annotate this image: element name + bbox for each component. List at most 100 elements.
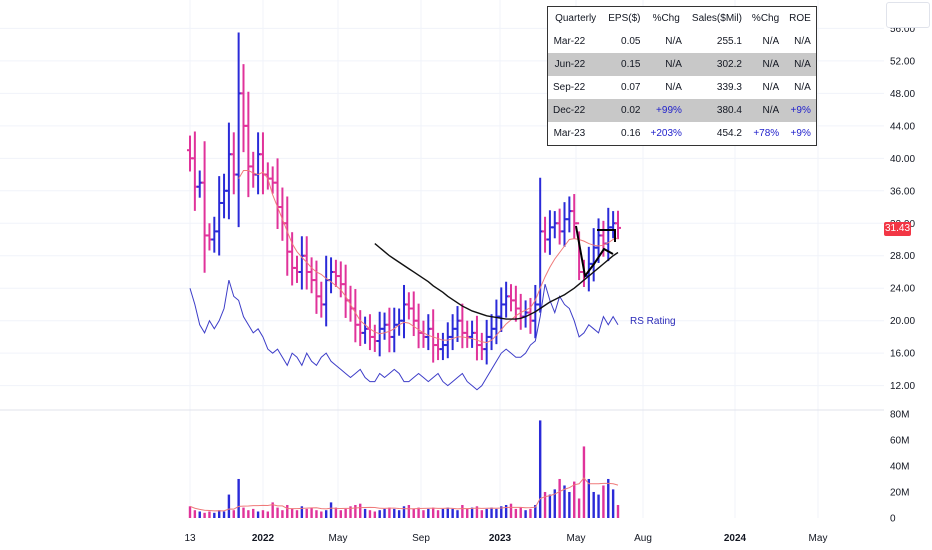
table-cell-eps: 0.16 bbox=[621, 128, 641, 139]
price-tick-label: 16.00 bbox=[890, 349, 915, 360]
volume-bar bbox=[354, 504, 357, 518]
volume-bar bbox=[524, 510, 527, 518]
volume-bar bbox=[344, 508, 347, 518]
table-cell-quarter: Mar-22 bbox=[553, 36, 586, 47]
price-bar bbox=[498, 287, 505, 332]
handle-pattern-line bbox=[575, 225, 614, 279]
volume-bar bbox=[339, 510, 342, 518]
price-bar bbox=[522, 300, 529, 328]
volume-bar bbox=[378, 510, 381, 518]
volume-bar bbox=[538, 420, 542, 518]
price-bar bbox=[342, 264, 349, 318]
volume-bar bbox=[261, 510, 265, 518]
time-tick-label: 2022 bbox=[252, 533, 275, 544]
price-bar bbox=[469, 320, 476, 348]
volume-bar bbox=[480, 510, 484, 518]
volume-bar bbox=[305, 508, 308, 518]
chart-settings-button[interactable] bbox=[886, 2, 930, 28]
volume-bar bbox=[412, 508, 415, 518]
price-bar bbox=[230, 132, 237, 195]
table-cell-eps: 0.07 bbox=[621, 82, 641, 93]
volume-bar bbox=[611, 489, 615, 518]
last-price-badge: 31.43 bbox=[884, 222, 911, 236]
price-bar bbox=[381, 312, 388, 340]
table-header-row: Quarterly EPS($) %Chg Sales($Mil) %Chg R… bbox=[548, 7, 817, 31]
volume-bars bbox=[188, 420, 620, 518]
volume-bar bbox=[470, 507, 474, 518]
price-bar bbox=[313, 260, 320, 314]
time-tick-label: May bbox=[329, 533, 348, 544]
table-cell-sales-chg: N/A bbox=[746, 53, 785, 76]
time-tick-label: 13 bbox=[184, 533, 196, 544]
slow-ma-line bbox=[374, 243, 619, 320]
price-bar bbox=[289, 232, 296, 286]
price-bar bbox=[464, 320, 471, 348]
price-bar bbox=[405, 292, 412, 320]
price-tick-label: 36.00 bbox=[890, 186, 915, 197]
rs-rating-line bbox=[189, 279, 619, 391]
indicator-lines bbox=[189, 169, 619, 391]
volume-bar bbox=[271, 502, 274, 518]
volume-bar bbox=[431, 507, 435, 518]
table-cell-eps-chg: N/A bbox=[665, 36, 682, 47]
volume-bar bbox=[310, 507, 313, 518]
time-tick-label: 2023 bbox=[489, 533, 512, 544]
volume-bar bbox=[592, 491, 595, 518]
volume-bar bbox=[198, 511, 201, 518]
col-eps: EPS($) bbox=[608, 13, 641, 24]
table-cell-sales-chg: N/A bbox=[762, 82, 780, 93]
table-cell-sales-chg: +78% bbox=[753, 128, 780, 139]
price-bar bbox=[318, 281, 325, 318]
time-tick-label: May bbox=[809, 533, 828, 544]
volume-bar bbox=[582, 446, 586, 518]
table-cell-sales: 380.4 bbox=[686, 99, 747, 122]
volume-bar bbox=[568, 491, 571, 518]
price-bar bbox=[250, 151, 257, 188]
col-quarterly: Quarterly bbox=[555, 13, 597, 24]
volume-bar bbox=[368, 510, 372, 518]
volume-bar bbox=[461, 504, 464, 518]
col-sales: Sales($Mil) bbox=[691, 13, 742, 24]
price-bar bbox=[439, 332, 446, 361]
volume-bar bbox=[242, 507, 245, 518]
price-bar bbox=[503, 281, 510, 318]
price-bar bbox=[211, 216, 218, 253]
volume-axis: 80M 60M 40M 20M 0 bbox=[890, 409, 909, 524]
table-cell-roe: N/A bbox=[794, 82, 811, 93]
table-cell-sales: 339.3 bbox=[716, 82, 742, 93]
price-bar bbox=[435, 332, 442, 361]
table-cell-roe: +9% bbox=[784, 99, 817, 122]
volume-bar bbox=[320, 511, 323, 518]
time-tick-label: 2024 bbox=[724, 533, 747, 544]
price-bar bbox=[216, 176, 223, 256]
volume-bar bbox=[427, 508, 430, 518]
col-eps-chg: %Chg bbox=[652, 13, 680, 24]
volume-bar bbox=[227, 494, 231, 518]
table-cell-quarter: Dec-22 bbox=[547, 99, 604, 122]
volume-bar bbox=[495, 508, 498, 518]
table-cell-sales: 302.2 bbox=[686, 53, 747, 76]
volume-bar bbox=[300, 506, 304, 518]
volume-bar bbox=[276, 507, 279, 518]
volume-bar bbox=[475, 506, 479, 518]
table-cell-quarter: Mar-23 bbox=[553, 128, 586, 139]
price-bar bbox=[551, 211, 558, 239]
volume-bar bbox=[349, 506, 352, 518]
price-bar bbox=[473, 315, 480, 361]
volume-bar bbox=[597, 494, 600, 518]
price-bar bbox=[206, 223, 213, 251]
volume-bar bbox=[329, 502, 333, 518]
time-axis: 13 2022 May Sep 2023 May Aug 2024 May bbox=[184, 533, 827, 544]
volume-bar bbox=[607, 478, 610, 518]
table-cell-sales: 454.2 bbox=[716, 128, 742, 139]
volume-bar bbox=[436, 510, 440, 518]
table-row: Jun-22 0.15 N/A 302.2 N/A N/A bbox=[547, 53, 817, 76]
price-bar bbox=[323, 255, 330, 327]
volume-bar bbox=[456, 510, 459, 518]
volume-bar bbox=[563, 485, 566, 518]
volume-bar bbox=[315, 510, 318, 518]
rs-rating-label: RS Rating bbox=[630, 316, 676, 327]
volume-bar bbox=[417, 507, 420, 518]
table-cell-quarter: Sep-22 bbox=[553, 82, 586, 93]
